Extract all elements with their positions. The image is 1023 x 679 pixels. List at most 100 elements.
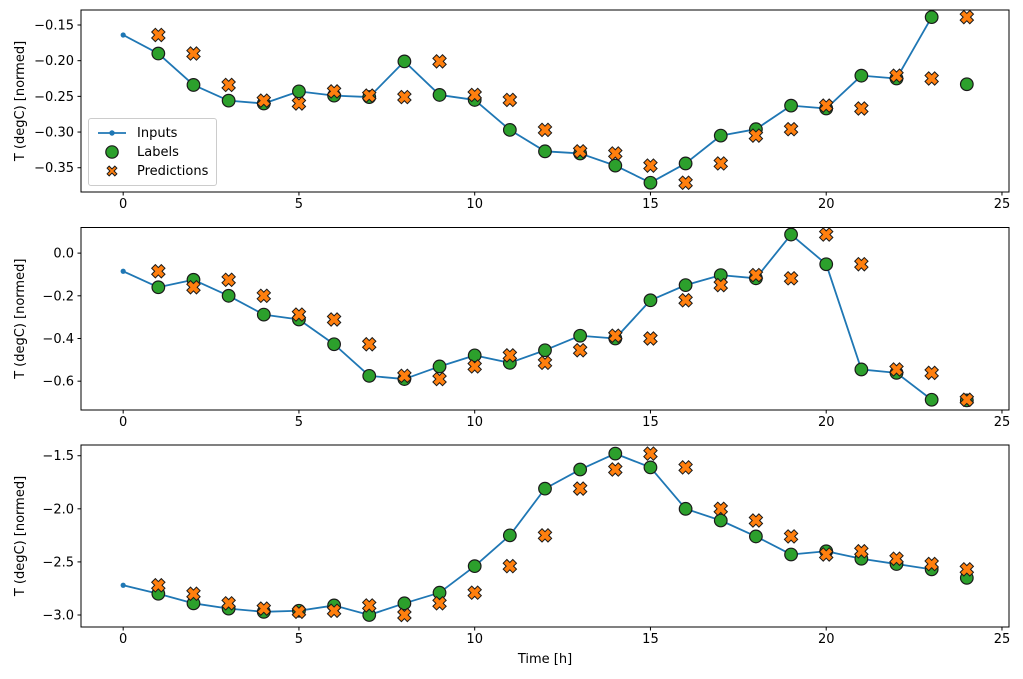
x-tick-label: 0 (119, 632, 127, 647)
label-marker (467, 348, 482, 363)
y-tick-label: −0.4 (42, 332, 74, 347)
y-tick-label: −2.5 (42, 555, 74, 570)
label-marker (854, 362, 869, 377)
prediction-marker (502, 558, 518, 574)
inputs-line-dot (120, 582, 126, 588)
y-tick-label: −0.30 (34, 126, 74, 141)
prediction-marker (607, 462, 623, 477)
prediction-marker (748, 128, 764, 143)
prediction-marker (150, 577, 166, 593)
x-tick-label: 5 (295, 197, 303, 212)
prediction-marker (889, 551, 904, 567)
label-marker (397, 54, 412, 69)
label-marker (643, 460, 658, 475)
prediction-marker (186, 46, 201, 61)
label-marker (608, 446, 623, 461)
prediction-marker (186, 586, 201, 602)
subplot-3: 0 5 10 15 20 25 −1.5 −2.0 −2.5 −3.0 T (degC) [norm… (13, 444, 1010, 667)
prediction-marker (959, 561, 975, 577)
prediction-marker (678, 292, 693, 308)
prediction-marker (537, 528, 553, 543)
y-axis-label: T (degC) [normed] (13, 476, 28, 597)
label-marker (959, 77, 974, 92)
y-axis-label: T (degC) [normed] (13, 41, 28, 162)
prediction-marker (959, 9, 975, 25)
prediction-marker (397, 368, 412, 384)
label-marker (538, 481, 552, 496)
x-tick-label: 0 (119, 415, 127, 430)
inputs-line (122, 16, 933, 184)
prediction-marker (221, 272, 236, 288)
prediction-marker (397, 607, 412, 623)
circle-marker-icon (105, 145, 119, 159)
label-marker (608, 158, 623, 173)
prediction-marker (783, 121, 799, 137)
prediction-marker (643, 331, 658, 346)
prediction-marker (291, 96, 307, 111)
prediction-marker (467, 87, 483, 103)
prediction-marker (467, 585, 483, 601)
prediction-marker (678, 460, 693, 475)
prediction-marker (291, 307, 307, 322)
label-marker (713, 513, 728, 528)
x-tick-label: 10 (466, 415, 483, 430)
label-marker (221, 288, 236, 303)
prediction-marker (432, 54, 447, 69)
prediction-marker (678, 175, 693, 191)
prediction-marker (713, 501, 729, 517)
x-tick-label: 10 (466, 197, 483, 212)
label-marker (924, 392, 939, 407)
legend: Inputs Labels Predictions (88, 118, 217, 186)
prediction-marker (221, 77, 236, 93)
inputs-line (122, 233, 933, 401)
y-tick-label: −0.20 (34, 54, 74, 69)
line-dot-icon (98, 130, 126, 136)
legend-label-predictions: Predictions (137, 163, 209, 179)
label-marker (151, 46, 166, 61)
prediction-marker (256, 288, 272, 304)
axes-frame (80, 9, 1010, 193)
x-tick-label: 20 (818, 632, 835, 647)
prediction-marker (256, 93, 272, 108)
x-tick-label: 0 (119, 197, 127, 212)
y-tick-label: −0.15 (34, 18, 74, 33)
prediction-marker (607, 328, 623, 344)
label-marker (256, 307, 271, 322)
prediction-marker (326, 312, 342, 327)
prediction-marker (150, 263, 166, 279)
prediction-marker (924, 71, 940, 86)
x-tick-label: 5 (295, 415, 303, 430)
axes-frame (80, 227, 1010, 411)
prediction-marker (397, 89, 412, 105)
x-tick-label: 25 (994, 415, 1011, 430)
x-tick-label: 15 (642, 632, 659, 647)
label-marker (397, 596, 412, 611)
prediction-marker (432, 595, 447, 611)
legend-item-labels: Labels (96, 143, 208, 161)
prediction-marker (783, 270, 799, 286)
label-marker (854, 68, 869, 83)
label-marker (749, 529, 763, 544)
y-tick-label: −2.0 (42, 502, 74, 517)
prediction-marker (572, 143, 588, 159)
y-tick-label: −0.35 (34, 161, 74, 176)
label-marker (573, 462, 588, 477)
x-tick-label: 20 (818, 415, 835, 430)
label-marker (432, 359, 447, 374)
x-tick-label: 15 (642, 197, 659, 212)
y-tick-label: 0.0 (53, 247, 74, 262)
label-marker (678, 501, 693, 516)
prediction-marker (818, 547, 834, 562)
prediction-marker (432, 371, 447, 387)
y-tick-label: −0.2 (42, 289, 74, 304)
label-marker (221, 93, 236, 108)
label-marker (538, 343, 552, 358)
label-marker (784, 547, 798, 562)
y-tick-label: −1.5 (42, 449, 74, 464)
prediction-marker (783, 529, 799, 544)
label-marker (819, 257, 834, 272)
prediction-marker (854, 101, 869, 116)
axes-frame (80, 444, 1010, 628)
prediction-marker (537, 355, 553, 371)
